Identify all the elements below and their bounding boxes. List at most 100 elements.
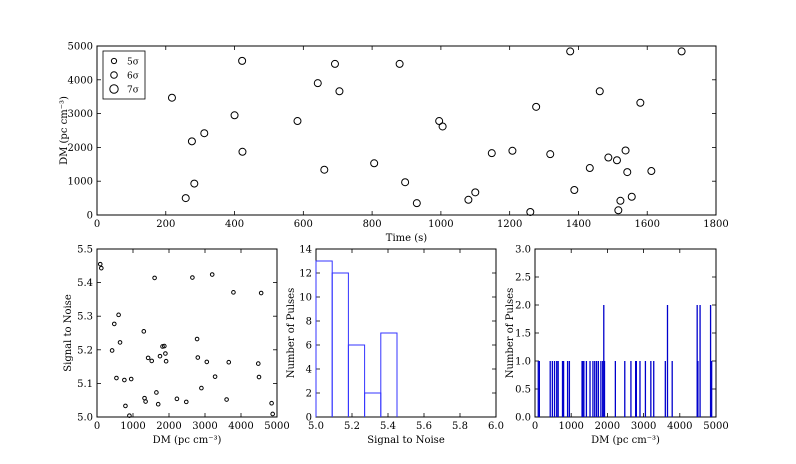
legend-marker bbox=[109, 84, 119, 94]
axes-frame bbox=[96, 248, 278, 418]
data-point bbox=[149, 358, 155, 364]
axes-frame bbox=[315, 248, 497, 418]
data-point bbox=[163, 351, 168, 356]
x-tick-label: 1400 bbox=[566, 219, 591, 230]
data-point bbox=[677, 47, 686, 56]
data-point bbox=[155, 401, 161, 407]
y-tick-label: 5.4 bbox=[77, 278, 93, 289]
data-point bbox=[612, 156, 621, 165]
data-point bbox=[212, 374, 218, 379]
data-point bbox=[238, 147, 247, 156]
data-point bbox=[152, 275, 157, 281]
x-tick-label: 0 bbox=[532, 421, 538, 432]
data-point bbox=[160, 344, 165, 349]
data-point bbox=[313, 79, 322, 88]
legend-label: 6σ bbox=[127, 72, 139, 82]
y-tick-label: 1.0 bbox=[515, 357, 531, 368]
legend-marker bbox=[110, 71, 118, 79]
y-tick-label: 2.0 bbox=[515, 301, 531, 312]
histogram-bin bbox=[380, 332, 398, 417]
data-point bbox=[627, 192, 636, 201]
y-axis-label: Number of Pulses bbox=[505, 288, 516, 378]
data-point bbox=[141, 329, 147, 334]
y-tick-label: 5.0 bbox=[77, 413, 93, 424]
data-point bbox=[109, 348, 115, 353]
x-tick-label: 3000 bbox=[631, 421, 656, 432]
data-point bbox=[604, 153, 613, 162]
data-point bbox=[157, 353, 163, 359]
y-tick-label: 6 bbox=[306, 341, 312, 352]
data-point bbox=[621, 146, 630, 155]
data-point bbox=[270, 411, 275, 417]
data-point bbox=[97, 261, 103, 267]
x-tick-label: 0 bbox=[94, 219, 100, 230]
axes-frame bbox=[96, 45, 717, 216]
data-point bbox=[99, 265, 104, 271]
data-point bbox=[238, 56, 247, 65]
data-point bbox=[226, 359, 232, 365]
data-point bbox=[401, 178, 410, 187]
data-point bbox=[395, 59, 404, 68]
y-tick-label: 5.3 bbox=[77, 312, 93, 323]
data-point bbox=[255, 361, 261, 366]
y-tick-label: 1.5 bbox=[515, 329, 531, 340]
y-tick-label: 4000 bbox=[68, 75, 93, 86]
data-point bbox=[190, 179, 199, 188]
data-point bbox=[566, 47, 575, 56]
x-tick-label: 5000 bbox=[264, 421, 289, 432]
y-tick-label: 3.0 bbox=[515, 245, 531, 256]
x-tick-label: 1600 bbox=[634, 219, 659, 230]
x-tick-label: 1200 bbox=[497, 219, 522, 230]
data-point bbox=[154, 390, 159, 395]
data-point bbox=[163, 358, 169, 364]
y-tick-label: 2 bbox=[306, 389, 312, 400]
data-point bbox=[623, 168, 632, 177]
x-tick-label: 5000 bbox=[703, 421, 728, 432]
data-point bbox=[585, 164, 594, 173]
x-tick-label: 0 bbox=[94, 421, 100, 432]
x-tick-label: 5.6 bbox=[416, 421, 432, 432]
x-tick-label: 800 bbox=[363, 219, 382, 230]
data-point bbox=[526, 207, 535, 216]
y-tick-label: 5000 bbox=[68, 42, 93, 53]
y-tick-label: 5.1 bbox=[77, 379, 93, 390]
y-tick-label: 0.5 bbox=[515, 385, 531, 396]
y-tick-label: 8 bbox=[306, 317, 312, 328]
data-point bbox=[190, 275, 195, 280]
data-point bbox=[114, 375, 119, 381]
x-tick-label: 2000 bbox=[595, 421, 620, 432]
histogram-bin bbox=[347, 344, 366, 417]
legend-box bbox=[102, 50, 146, 100]
data-point bbox=[116, 312, 121, 318]
data-point bbox=[508, 146, 517, 155]
legend-label: 5σ bbox=[127, 58, 139, 68]
data-point bbox=[199, 385, 204, 391]
histogram-bin bbox=[315, 260, 333, 417]
data-point bbox=[195, 355, 201, 360]
x-axis-label: DM (pc cm⁻³) bbox=[591, 435, 660, 446]
x-tick-label: 5.0 bbox=[308, 421, 324, 432]
data-point bbox=[128, 376, 134, 382]
x-tick-label: 4000 bbox=[667, 421, 692, 432]
y-axis-label: DM (pc cm⁻³) bbox=[59, 96, 70, 165]
data-point bbox=[127, 413, 132, 418]
data-point bbox=[636, 98, 645, 107]
data-point bbox=[471, 188, 480, 197]
y-axis-label: Number of Pulses bbox=[286, 288, 297, 378]
y-tick-label: 3000 bbox=[68, 109, 93, 120]
data-point bbox=[487, 149, 496, 158]
y-tick-label: 5.5 bbox=[77, 245, 93, 256]
y-tick-label: 12 bbox=[299, 269, 312, 280]
legend-marker bbox=[110, 57, 118, 65]
y-axis-label: Signal to Noise bbox=[63, 294, 74, 372]
y-tick-label: 14 bbox=[299, 245, 312, 256]
data-point bbox=[145, 355, 151, 361]
data-point bbox=[438, 122, 447, 131]
panel-4 bbox=[534, 248, 717, 418]
data-point bbox=[335, 87, 344, 96]
data-point bbox=[269, 400, 274, 406]
data-point bbox=[256, 374, 262, 380]
x-tick-label: 1000 bbox=[120, 421, 145, 432]
data-point bbox=[330, 59, 339, 68]
x-tick-label: 5.2 bbox=[344, 421, 360, 432]
